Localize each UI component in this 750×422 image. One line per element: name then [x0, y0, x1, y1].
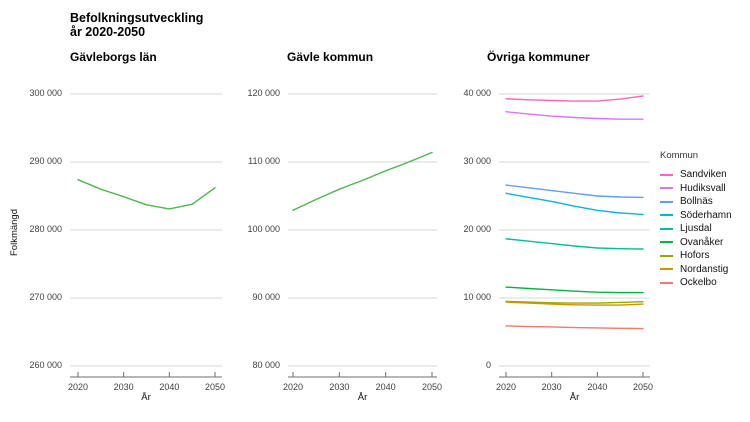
legend-swatch-bollnäs	[660, 200, 673, 203]
legend-title: Kommun	[660, 150, 699, 161]
line-bollnäs	[505, 184, 644, 199]
line-nordanstig	[505, 301, 644, 306]
y-tick-label-övriga-kommuner: 40 000	[463, 88, 491, 98]
y-tick-label-gävle-kommun: 80 000	[252, 360, 280, 370]
y-tick-label-övriga-kommuner: 10 000	[463, 292, 491, 302]
legend-swatch-hudiksvall	[660, 187, 673, 190]
chart-title-line1: Befolkningsutveckling	[70, 11, 204, 25]
y-tick-label-övriga-kommuner: 30 000	[463, 156, 491, 166]
y-tick-label-övriga-kommuner: 20 000	[463, 224, 491, 234]
legend: Kommun Sandviken Hudiksvall Bollnäs Söderha…	[660, 150, 750, 290]
legend-swatch-ovanåker	[660, 241, 673, 244]
y-tick-label-övriga-kommuner: 0	[485, 360, 491, 370]
chart-title: Befolkningsutveckling år 2020-2050	[70, 11, 203, 39]
legend-label-ljusdal: Ljusdal	[680, 223, 712, 235]
line-söderhamn	[505, 192, 644, 216]
y-tick-label-gävle-kommun: 110 000	[248, 156, 280, 166]
x-tick-label-övriga-kommuner: 2040	[587, 382, 608, 392]
legend-swatch-ockelbo	[660, 281, 673, 284]
legend-item-hudiksvall: Hudiksvall	[660, 182, 750, 196]
chart-title-line2: år 2020-2050	[70, 25, 146, 39]
x-tick-label-gävleborgs-län: 2030	[113, 382, 134, 392]
x-tick-label-övriga-kommuner: 2050	[632, 382, 654, 392]
x-tick-label-gävleborgs-län: 2040	[159, 382, 180, 392]
line-gävle-kommun	[292, 151, 433, 212]
legend-swatch-sandviken	[660, 173, 673, 176]
x-axis-title-gävle-kommun: År	[357, 392, 368, 403]
x-tick-label-gävleborgs-län: 2050	[204, 382, 226, 392]
line-hudiksvall	[505, 110, 644, 120]
x-tick-label-gävle-kommun: 2050	[421, 382, 443, 392]
legend-label-hofors: Hofors	[680, 250, 710, 262]
legend-label-bollnäs: Bollnäs	[680, 196, 713, 208]
line-hofors	[505, 300, 644, 304]
legend-items: Sandviken Hudiksvall Bollnäs Söderhamn Ljusd…	[660, 168, 750, 290]
x-tick-label-gävle-kommun: 2020	[282, 382, 304, 392]
legend-swatch-söderhamn	[660, 214, 673, 217]
legend-label-ockelbo: Ockelbo	[680, 277, 717, 289]
y-tick-label-gävleborgs-län: 260 000	[29, 360, 62, 370]
panel-title-gävleborgs-län: Gävleborgs län	[70, 50, 157, 64]
legend-item-sandviken: Sandviken	[660, 168, 750, 182]
panel-title-gävle-kommun: Gävle kommun	[287, 50, 374, 64]
legend-item-bollnäs: Bollnäs	[660, 195, 750, 209]
x-tick-label-gävle-kommun: 2040	[375, 382, 396, 392]
y-tick-label-gävle-kommun: 90 000	[252, 292, 280, 302]
x-tick-label-gävle-kommun: 2030	[329, 382, 350, 392]
x-axis-title-övriga-kommuner: År	[569, 392, 580, 403]
legend-item-hofors: Hofors	[660, 249, 750, 263]
x-axis-title-gävleborgs-län: År	[141, 392, 151, 403]
legend-label-hudiksvall: Hudiksvall	[680, 182, 726, 194]
line-gävleborgs-län	[77, 178, 216, 210]
legend-label-söderhamn: Söderhamn	[680, 209, 732, 221]
legend-swatch-hofors	[660, 254, 673, 257]
legend-label-sandviken: Sandviken	[680, 169, 727, 181]
line-sandviken	[505, 95, 644, 102]
y-tick-label-gävle-kommun: 120 000	[247, 88, 280, 98]
line-ljusdal	[505, 238, 644, 250]
legend-swatch-nordanstig	[660, 268, 673, 271]
y-tick-label-gävleborgs-län: 300 000	[29, 88, 62, 98]
y-tick-label-gävleborgs-län: 280 000	[29, 224, 62, 234]
line-ovanåker	[505, 286, 644, 294]
legend-swatch-ljusdal	[660, 227, 673, 230]
y-tick-label-gävle-kommun: 100 000	[247, 224, 280, 234]
legend-item-nordanstig: Nordanstig	[660, 263, 750, 277]
legend-item-ockelbo: Ockelbo	[660, 276, 750, 290]
y-tick-label-gävleborgs-län: 270 000	[29, 292, 62, 302]
x-tick-label-gävleborgs-län: 2020	[67, 382, 89, 392]
x-tick-label-övriga-kommuner: 2020	[495, 382, 517, 392]
legend-label-ovanåker: Ovanåker	[680, 236, 724, 248]
legend-label-nordanstig: Nordanstig	[680, 263, 729, 275]
line-ockelbo	[505, 325, 644, 330]
panel-title-övriga-kommuner: Övriga kommuner	[487, 50, 590, 64]
legend-item-ljusdal: Ljusdal	[660, 222, 750, 236]
legend-item-söderhamn: Söderhamn	[660, 209, 750, 223]
y-tick-label-gävleborgs-län: 290 000	[29, 156, 62, 166]
legend-item-ovanåker: Ovanåker	[660, 236, 750, 250]
x-tick-label-övriga-kommuner: 2030	[541, 382, 562, 392]
